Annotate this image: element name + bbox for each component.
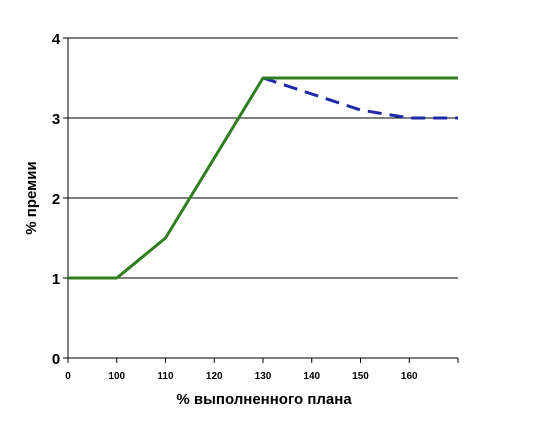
x-tick-labels: 0 100 110 120 130 140 150 160 bbox=[65, 371, 418, 382]
axes bbox=[63, 37, 459, 363]
x-tick-label-140: 140 bbox=[303, 371, 320, 382]
y-tick-label-3: 3 bbox=[52, 111, 60, 128]
series-group bbox=[68, 76, 458, 280]
y-tick-label-2: 2 bbox=[52, 191, 60, 208]
y-tick-labels: 0 1 2 3 4 bbox=[52, 31, 61, 368]
y-tick-label-0: 0 bbox=[52, 351, 60, 368]
x-tick-label-110: 110 bbox=[157, 371, 174, 382]
series-line-dashed bbox=[262, 76, 458, 120]
gridlines bbox=[68, 37, 458, 279]
x-tick-label-130: 130 bbox=[255, 371, 272, 382]
x-tick-label-0: 0 bbox=[65, 371, 71, 382]
x-tick-label-150: 150 bbox=[352, 371, 369, 382]
y-tick-label-4: 4 bbox=[52, 31, 61, 48]
y-axis-title: % премии bbox=[23, 161, 40, 234]
series-line-solid bbox=[68, 76, 458, 280]
y-tick-label-1: 1 bbox=[52, 271, 60, 288]
x-tick-label-120: 120 bbox=[206, 371, 223, 382]
x-axis-title: % выполненного плана bbox=[176, 391, 352, 408]
x-tick-label-160: 160 bbox=[401, 371, 418, 382]
x-tick-label-100: 100 bbox=[108, 371, 125, 382]
